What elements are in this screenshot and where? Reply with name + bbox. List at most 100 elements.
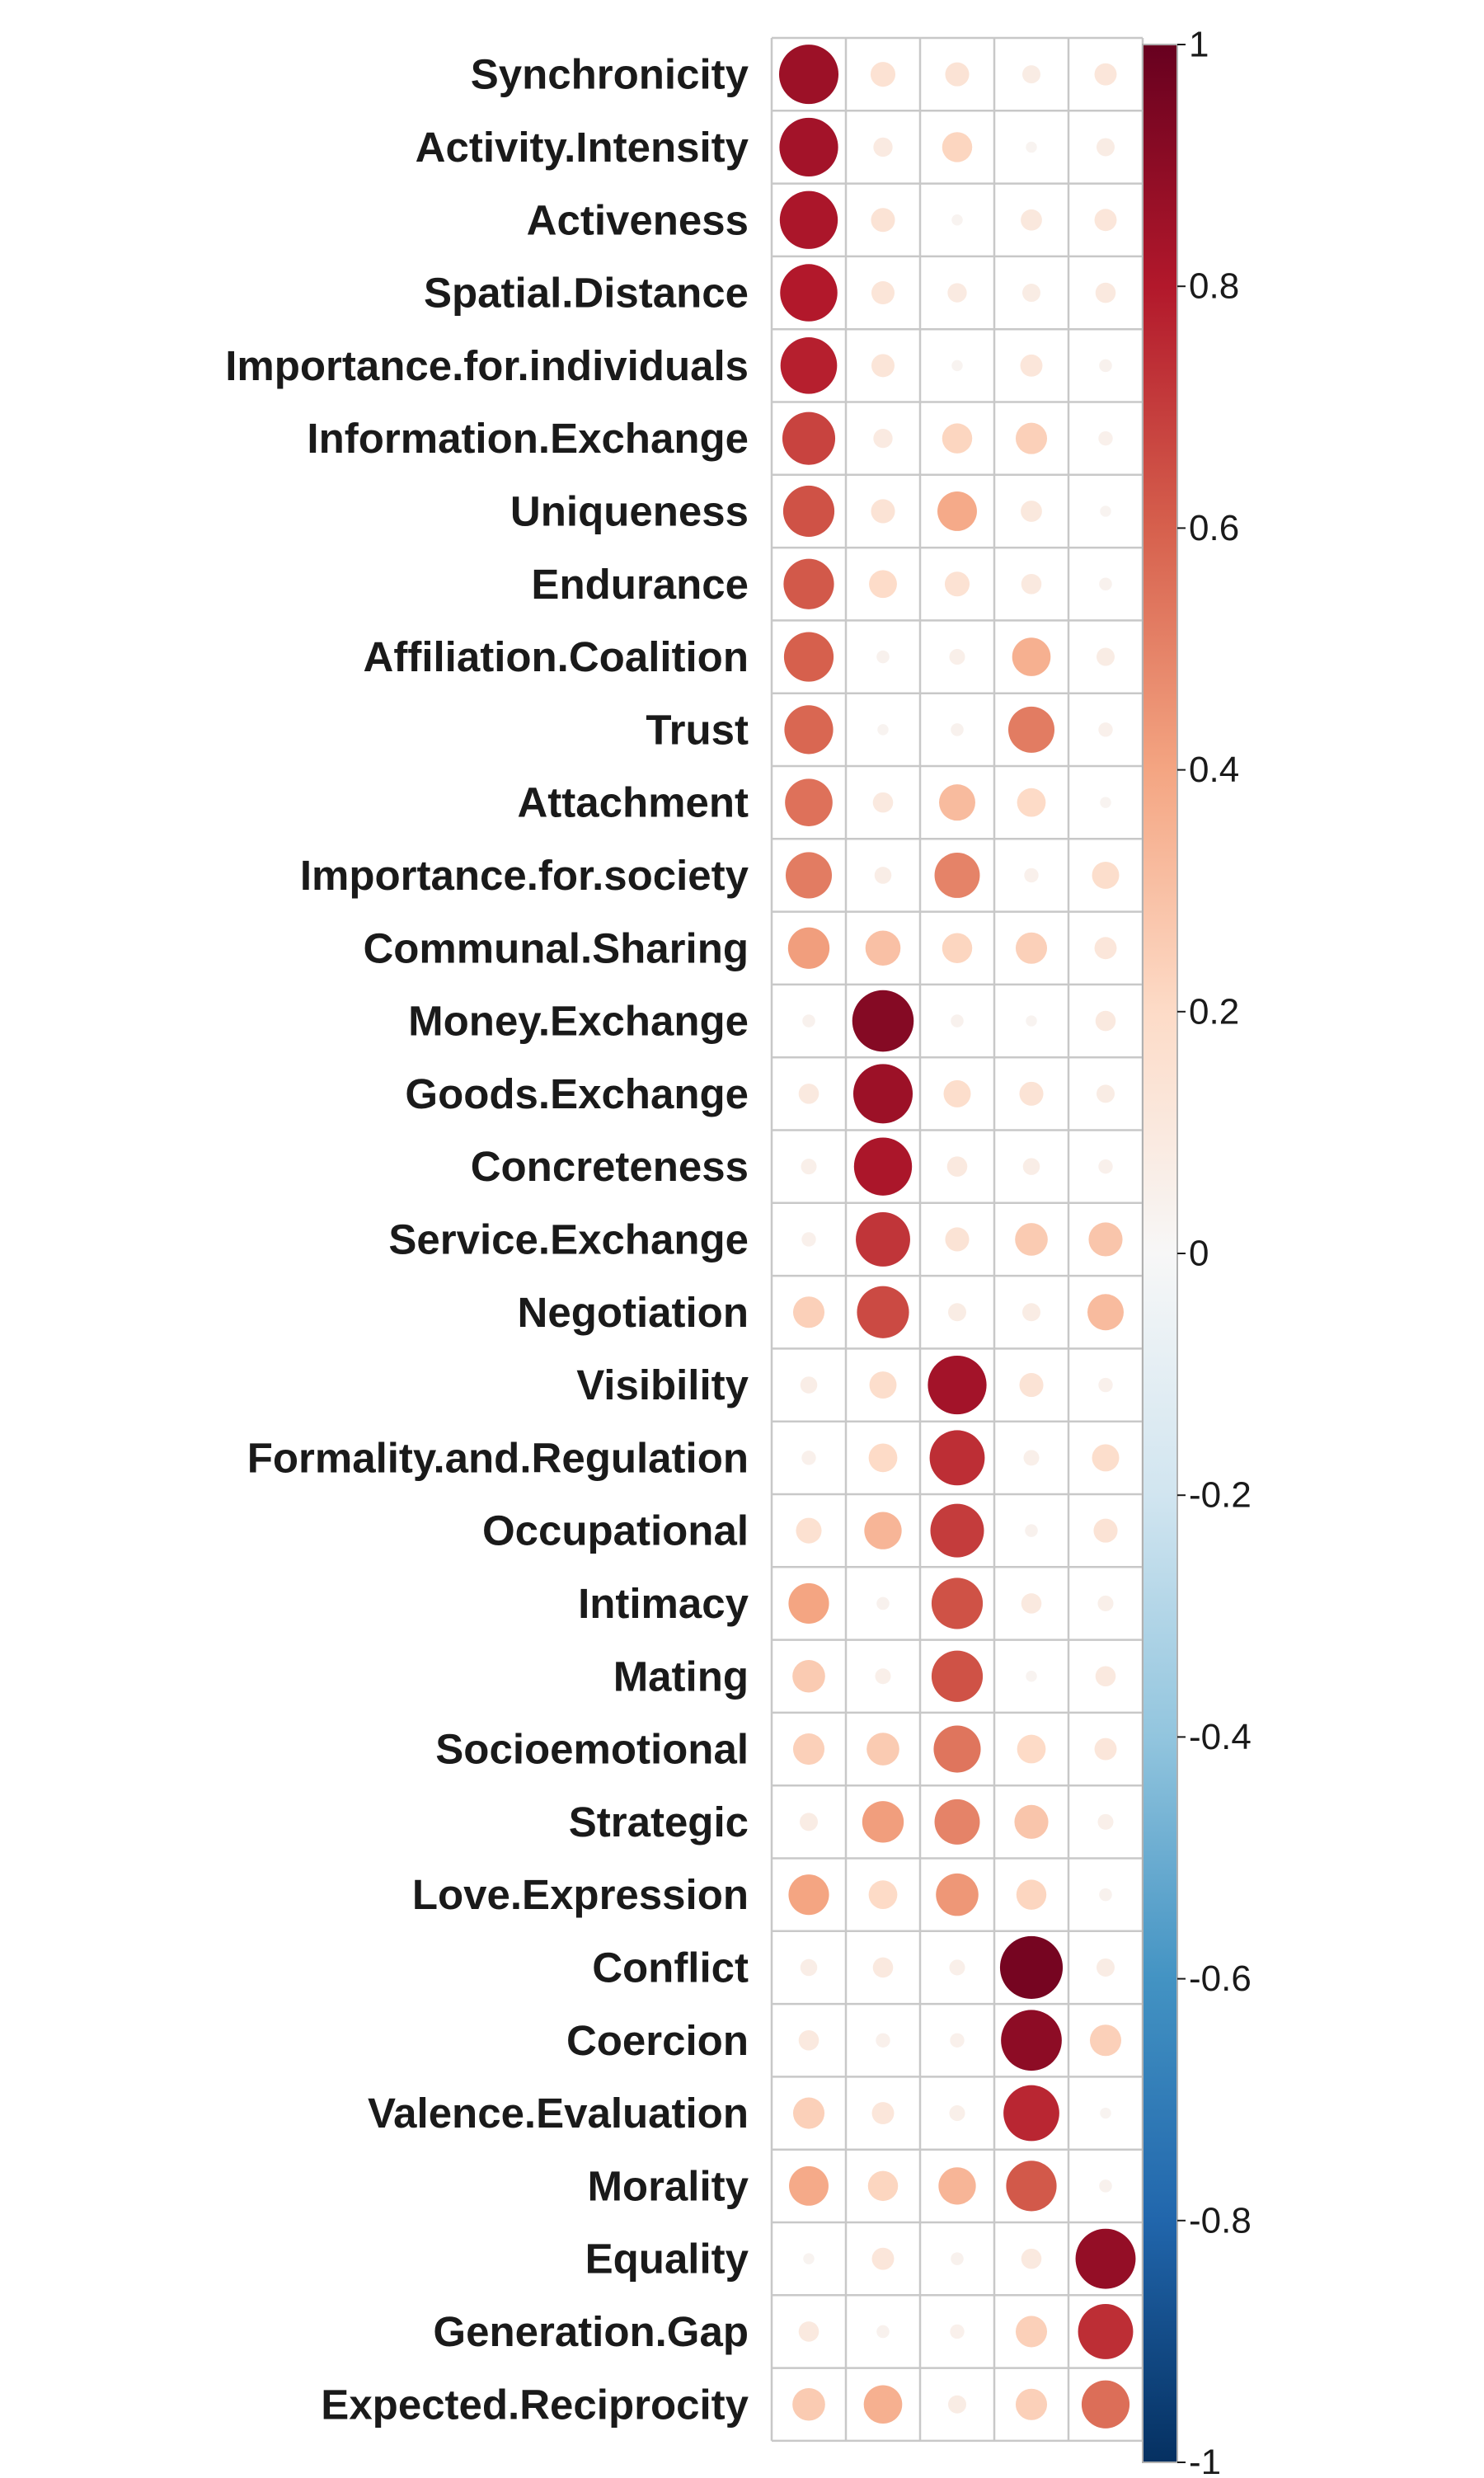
correlation-circle <box>803 2253 815 2264</box>
correlation-circle <box>1097 1084 1115 1103</box>
correlation-circle <box>1097 138 1115 157</box>
correlation-circle <box>873 137 893 158</box>
correlation-circle <box>942 423 973 454</box>
correlation-circle <box>1098 430 1113 446</box>
correlation-circle <box>788 1874 829 1916</box>
correlation-circle <box>800 1958 818 1977</box>
colorbar-tick-label: 0 <box>1189 1234 1209 1274</box>
correlation-circle <box>796 1517 822 1544</box>
correlation-circle <box>856 1211 910 1267</box>
correlation-circle <box>933 1725 981 1773</box>
colorbar-gradient <box>1142 44 1178 2463</box>
correlation-circle <box>1088 1222 1123 1257</box>
correlation-circle <box>1001 2010 1062 2071</box>
correlation-circle <box>1017 788 1046 817</box>
correlation-circle <box>801 1451 816 1465</box>
correlation-circle <box>871 208 895 233</box>
correlation-circle <box>1089 2024 1122 2057</box>
correlation-circle <box>789 2165 829 2206</box>
correlation-circle <box>782 411 836 465</box>
row-label: Coercion <box>566 2017 749 2064</box>
correlation-circle <box>948 2395 966 2414</box>
correlation-circle <box>1021 209 1042 231</box>
colorbar-tick-label: 0.8 <box>1189 266 1239 307</box>
correlation-circle <box>871 2247 895 2270</box>
correlation-circle <box>1099 577 1112 591</box>
correlation-circle <box>780 337 838 394</box>
correlation-circle <box>1094 63 1117 86</box>
correlation-circle <box>1098 722 1113 737</box>
correlation-circle <box>951 1014 964 1027</box>
correlation-circle <box>792 2097 825 2129</box>
correlation-circle <box>948 1303 966 1322</box>
row-label: Uniqueness <box>510 487 749 534</box>
correlation-circle <box>1095 1666 1116 1687</box>
correlation-circle <box>1099 1888 1112 1902</box>
correlation-circle <box>931 1650 984 1702</box>
correlation-circle <box>1098 1377 1113 1393</box>
correlation-circle <box>1021 573 1042 595</box>
correlation-circle <box>1015 422 1048 454</box>
row-label: Valence.Evaluation <box>368 2090 749 2137</box>
correlation-circle <box>869 1371 897 1399</box>
row-label: Morality <box>587 2162 749 2209</box>
correlation-circle <box>934 852 980 898</box>
correlation-circle <box>871 2102 895 2125</box>
row-labels: Synchronicity Activity.Intensity Activenes… <box>225 51 749 2429</box>
row-label: Importance.for.individuals <box>225 342 749 389</box>
row-label: Negotiation <box>518 1289 749 1336</box>
row-label: Service.Exchange <box>388 1215 749 1263</box>
correlation-circle <box>867 2170 899 2202</box>
correlation-circle <box>947 283 967 303</box>
grid-layer <box>770 36 1144 2443</box>
colorbar-tick-label: -0.8 <box>1189 2200 1252 2241</box>
correlation-circle <box>779 190 838 249</box>
correlation-circle <box>949 1959 965 1976</box>
row-label: Occupational <box>482 1507 749 1554</box>
colorbar-tick-label: -0.4 <box>1189 1717 1252 1757</box>
correlation-circle <box>857 1286 909 1338</box>
correlation-circle <box>950 2033 965 2048</box>
correlation-circle <box>1007 706 1055 753</box>
correlation-circle <box>1026 1015 1037 1027</box>
correlation-circle <box>1022 65 1040 84</box>
row-label: Trust <box>646 706 749 753</box>
correlation-circle <box>1087 1294 1124 1331</box>
correlation-circle <box>785 778 833 826</box>
row-label: Visibility <box>576 1361 749 1408</box>
correlation-circle <box>792 1733 825 1766</box>
correlation-circle <box>1021 2248 1042 2269</box>
correlation-circle <box>792 2387 825 2421</box>
correlation-circle <box>852 1064 913 1124</box>
correlation-circle <box>945 62 970 87</box>
correlation-circle <box>865 930 901 966</box>
correlation-circle <box>1075 2228 1136 2289</box>
correlation-circle <box>800 1376 818 1394</box>
correlation-circle <box>876 2325 890 2339</box>
colorbar-tick-label: 0.4 <box>1189 750 1239 790</box>
correlation-circle <box>949 2105 965 2122</box>
colorbar-tick-label: 1 <box>1189 25 1209 65</box>
correlation-circle <box>877 724 889 736</box>
correlation-circle <box>874 867 892 884</box>
correlation-circle <box>1023 1450 1040 1466</box>
correlation-circle <box>1094 1737 1117 1761</box>
correlation-circle <box>1015 2388 1048 2420</box>
row-label: Generation.Gap <box>433 2308 749 2355</box>
correlation-circle <box>1022 284 1040 303</box>
correlation-circle <box>1016 1879 1047 1910</box>
row-label: Activity.Intensity <box>416 124 749 171</box>
correlation-circle <box>951 2252 964 2265</box>
correlation-circle <box>783 632 834 682</box>
correlation-circle <box>870 62 896 87</box>
correlation-circle <box>852 990 914 1052</box>
correlation-circle <box>1099 2179 1112 2193</box>
correlation-circle <box>1024 868 1039 883</box>
correlation-circle <box>946 1156 968 1177</box>
correlation-circle <box>1094 937 1117 960</box>
correlation-circle <box>792 1296 825 1328</box>
row-label: Synchronicity <box>471 51 749 98</box>
correlation-circle <box>1097 1595 1114 1611</box>
correlation-circle <box>798 2321 819 2342</box>
